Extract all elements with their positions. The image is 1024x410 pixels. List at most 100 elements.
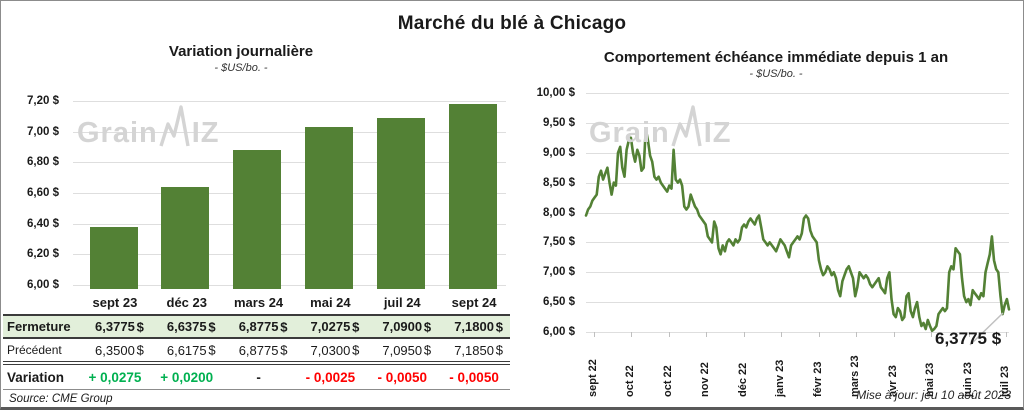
y-axis-tick-label: 10,00 $ xyxy=(536,87,575,99)
price-line-series xyxy=(584,127,1011,333)
price-value: 6,6175 xyxy=(166,342,207,358)
y-axis-tick-label: 6,00 $ xyxy=(543,326,575,338)
table-row-variation: Variation + 0,0275 + 0,0200 - - 0,0025 - 0,00… xyxy=(3,365,510,390)
column-header: déc 23 xyxy=(166,295,207,310)
y-axis-tick-label: 9,00 $ xyxy=(543,146,575,159)
y-axis-tick-label: 6,60 $ xyxy=(27,187,59,199)
x-axis-tick-mark xyxy=(743,332,745,337)
variation-cell: - 0,0025 xyxy=(305,369,356,385)
currency-symbol: $ xyxy=(136,319,144,334)
line-ytick-labels: 10,00 $ 9,50 $ 9,00 $ 8,50 $ 8,00 $ 7,50 $ 7,0… xyxy=(517,87,581,338)
price-cell: 7,1850 $ xyxy=(438,343,510,358)
variation-cell: + 0,0275 xyxy=(88,369,142,385)
y-axis-tick-label: 7,00 $ xyxy=(27,125,59,138)
y-axis-tick-label: 8,00 $ xyxy=(543,206,575,219)
x-axis-tick-mark xyxy=(781,332,783,337)
x-axis-tick-mark xyxy=(818,332,820,337)
variation-cell: - 0,0050 xyxy=(377,369,428,385)
y-axis-tick-label: 9,50 $ xyxy=(543,116,575,129)
line-chart-title: Comportement échéance immédiate depuis 1… xyxy=(603,49,949,66)
price-value: 7,0275 xyxy=(310,319,351,334)
x-axis-tick-mark xyxy=(931,332,933,337)
variation-cell: - 0,0050 xyxy=(449,369,499,385)
gridline xyxy=(586,332,1009,333)
price-value: 6,8775 xyxy=(238,342,279,358)
currency-symbol: $ xyxy=(280,319,288,334)
price-value: 6,6375 xyxy=(166,319,207,334)
column-header: sept 23 xyxy=(92,295,138,310)
currency-symbol: $ xyxy=(352,342,360,358)
gridline xyxy=(586,272,1009,274)
row-label: Précédent xyxy=(7,343,62,357)
price-value: 6,3500 xyxy=(95,342,135,358)
price-value: 7,1850 xyxy=(454,342,494,358)
price-cell: 6,8775 $ xyxy=(223,319,295,334)
currency-symbol: $ xyxy=(495,319,503,334)
bar-chart-subtitle: - $US/bo. - xyxy=(214,62,268,74)
x-axis-tick-mark xyxy=(968,332,970,337)
update-date: Mise à jour: jeu 10 août 2023 xyxy=(856,388,1011,402)
line-chart-subtitle: - $US/bo. - xyxy=(749,68,803,80)
x-axis-tick-mark xyxy=(1006,332,1007,337)
bar-plot xyxy=(73,101,506,289)
bar-sept 24 xyxy=(448,104,497,289)
price-cell: 7,1800 $ xyxy=(438,319,510,334)
variation-cell: + 0,0200 xyxy=(160,369,214,385)
currency-symbol: $ xyxy=(352,319,360,334)
y-axis-tick-label: 6,80 $ xyxy=(27,156,59,169)
bar-sept 23 xyxy=(89,227,138,289)
x-axis-tick-mark xyxy=(893,332,895,337)
price-table: sept 23 déc 23 mars 24 mai 24 juil 24 sept 24… xyxy=(3,291,510,390)
x-axis-tick-mark xyxy=(631,332,633,337)
price-cell: 7,0300 $ xyxy=(295,343,367,358)
currency-symbol: $ xyxy=(208,342,216,358)
gridline xyxy=(586,302,1009,304)
x-axis-tick-label: oct 22 xyxy=(661,365,674,397)
currency-symbol: $ xyxy=(423,342,432,358)
x-axis-tick-label: oct 22 xyxy=(624,365,637,397)
gridline xyxy=(73,254,506,256)
gridline xyxy=(73,131,506,133)
y-axis-tick-label: 7,00 $ xyxy=(543,266,575,279)
price-cell: 7,0275 $ xyxy=(295,319,367,334)
currency-symbol: $ xyxy=(280,342,288,358)
currency-symbol: $ xyxy=(423,319,432,334)
column-header: mars 24 xyxy=(234,295,284,310)
gridline xyxy=(586,122,1009,124)
y-axis-tick-label: 8,50 $ xyxy=(543,176,575,189)
price-line-chart xyxy=(584,127,1011,346)
gridline xyxy=(73,162,506,164)
row-label: Variation xyxy=(7,369,65,385)
page-title: Marché du blé à Chicago xyxy=(397,13,627,34)
source-note: Source: CME Group xyxy=(9,393,113,405)
bar-mai 24 xyxy=(304,127,353,289)
annotation-leader-line xyxy=(969,312,1004,346)
gridline xyxy=(73,285,506,286)
x-axis-tick-label: sept 22 xyxy=(587,359,599,397)
gridline xyxy=(73,101,506,102)
price-value: 6,8775 xyxy=(238,319,279,334)
gridline xyxy=(586,212,1009,214)
price-value: 6,3775 xyxy=(95,319,135,334)
bar-mars 24 xyxy=(233,150,282,289)
gridline xyxy=(73,193,506,194)
price-value: 7,0900 xyxy=(382,319,423,334)
table-row-fermeture: Fermeture 6,3775 $6,6375 $6,8775 $7,0275 $7,0… xyxy=(3,314,510,339)
x-axis-tick-mark xyxy=(594,332,595,337)
gridline xyxy=(586,182,1009,184)
y-axis-tick-label: 6,20 $ xyxy=(27,248,59,261)
x-axis-tick-mark xyxy=(856,332,858,337)
price-value: 7,0950 xyxy=(382,342,423,358)
table-header-row: sept 23 déc 23 mars 24 mai 24 juil 24 sept 24 xyxy=(3,291,510,314)
price-cell: 7,0900 $ xyxy=(366,319,438,334)
column-header: mai 24 xyxy=(310,295,351,310)
price-cell: 6,6375 $ xyxy=(151,319,223,334)
bar-chart-title: Variation journalière xyxy=(168,43,314,60)
price-value: 7,1800 xyxy=(454,319,494,334)
bar-déc 23 xyxy=(161,187,210,289)
x-axis-tick-mark xyxy=(668,332,670,337)
gridline xyxy=(586,242,1009,244)
y-axis-tick-label: 6,50 $ xyxy=(543,296,575,309)
gridline xyxy=(586,93,1009,94)
